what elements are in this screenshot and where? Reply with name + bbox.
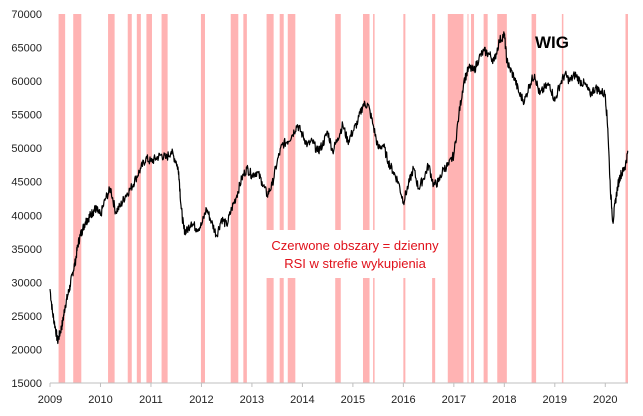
x-tick-label: 2016 — [391, 394, 415, 406]
shade-period-21 — [483, 14, 488, 383]
shade-period-4 — [136, 14, 141, 383]
shade-period-5 — [146, 14, 152, 383]
shade-period-14 — [362, 14, 370, 383]
y-tick-label: 70000 — [11, 9, 42, 21]
y-tick-label: 35000 — [11, 244, 42, 256]
shade-period-9 — [243, 14, 247, 383]
shade-period-17 — [432, 14, 436, 383]
x-tick-label: 2018 — [492, 394, 516, 406]
y-tick-label: 30000 — [11, 277, 42, 289]
y-axis-ticks: 15000 20000 25000 30000 35000 40000 45000 50000… — [11, 9, 42, 390]
y-tick-label: 60000 — [11, 76, 42, 88]
x-axis-ticks: 2009 2010 2011 2012 2013 2014 2015 2016 2017 2018… — [38, 383, 618, 406]
shade-period-3 — [127, 14, 132, 383]
y-tick-label: 65000 — [11, 43, 42, 55]
shade-period-10 — [266, 14, 274, 383]
y-tick-label: 55000 — [11, 110, 42, 122]
shade-period-24 — [561, 14, 564, 383]
x-tick-label: 2012 — [189, 394, 213, 406]
shade-period-7 — [200, 14, 205, 383]
shade-period-13 — [335, 14, 341, 383]
x-tick-label: 2010 — [88, 394, 112, 406]
x-tick-label: 2014 — [290, 394, 314, 406]
shade-period-0 — [58, 14, 66, 383]
x-tick-label: 2020 — [593, 394, 617, 406]
y-tick-label: 50000 — [11, 143, 42, 155]
annotation-line-2: RSI w strefie wykupienia — [284, 256, 426, 271]
annotation-line-1: Czerwone obszary = dzienny — [271, 238, 439, 253]
y-tick-label: 45000 — [11, 177, 42, 189]
overbought-shading — [58, 14, 628, 383]
y-tick-label: 15000 — [11, 378, 42, 390]
y-tick-label: 40000 — [11, 210, 42, 222]
shade-period-19 — [467, 14, 469, 383]
shade-period-22 — [497, 14, 507, 383]
shade-period-18 — [447, 14, 464, 383]
shade-period-12 — [287, 14, 296, 383]
x-tick-label: 2019 — [543, 394, 567, 406]
y-tick-label: 25000 — [11, 311, 42, 323]
x-tick-label: 2011 — [139, 394, 163, 406]
shade-period-11 — [279, 14, 284, 383]
y-tick-label: 20000 — [11, 344, 42, 356]
wig-series-line — [49, 31, 629, 345]
shade-period-2 — [108, 14, 115, 383]
x-tick-label: 2015 — [341, 394, 365, 406]
shade-period-8 — [230, 14, 239, 383]
chart-title: WIG — [535, 33, 569, 52]
x-tick-label: 2017 — [442, 394, 466, 406]
shade-period-1 — [73, 14, 82, 383]
shade-period-23 — [531, 14, 537, 383]
shade-period-6 — [161, 14, 168, 383]
x-tick-label: 2009 — [38, 394, 62, 406]
shade-period-25 — [625, 14, 628, 383]
annotation-box — [266, 230, 444, 278]
shade-period-15 — [373, 14, 375, 383]
x-tick-label: 2013 — [240, 394, 264, 406]
shade-period-20 — [471, 14, 475, 383]
